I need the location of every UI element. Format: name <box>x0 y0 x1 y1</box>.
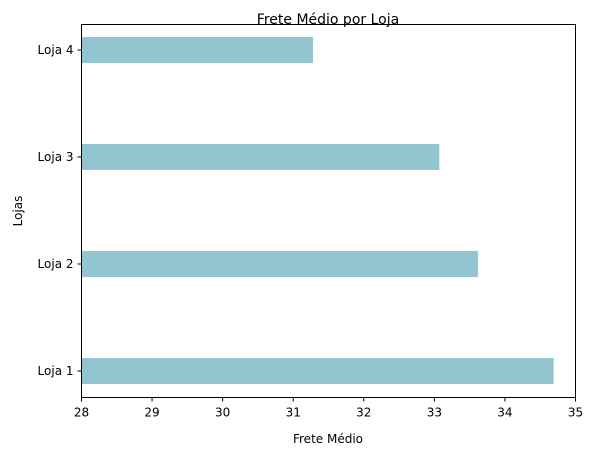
y-axis-label: Lojas <box>11 196 25 227</box>
x-axis-ticks: 28 29 30 31 32 33 34 35 <box>74 398 583 420</box>
x-tick-label: 29 <box>144 406 159 420</box>
y-tick-label: Loja 1 <box>38 364 74 378</box>
y-tick-label: Loja 4 <box>38 43 74 57</box>
y-tick-label: Loja 2 <box>38 257 74 271</box>
bar-loja-1 <box>82 358 554 384</box>
x-tick-label: 33 <box>427 406 442 420</box>
bar-loja-3 <box>82 144 440 170</box>
y-tick-label: Loja 3 <box>38 150 74 164</box>
bar-loja-4 <box>82 37 313 63</box>
x-tick-label: 32 <box>356 406 371 420</box>
x-tick-label: 34 <box>497 406 512 420</box>
y-axis-ticks: Loja 1 Loja 2 Loja 3 Loja 4 <box>38 43 82 378</box>
chart-title: Frete Médio por Loja <box>257 12 399 28</box>
plot-frame <box>82 25 576 398</box>
bars-group <box>82 37 554 384</box>
x-tick-label: 31 <box>286 406 301 420</box>
bar-loja-2 <box>82 251 479 277</box>
x-tick-label: 35 <box>568 406 583 420</box>
x-tick-label: 30 <box>215 406 230 420</box>
x-axis-label: Frete Médio <box>293 432 363 446</box>
x-tick-label: 28 <box>74 406 89 420</box>
